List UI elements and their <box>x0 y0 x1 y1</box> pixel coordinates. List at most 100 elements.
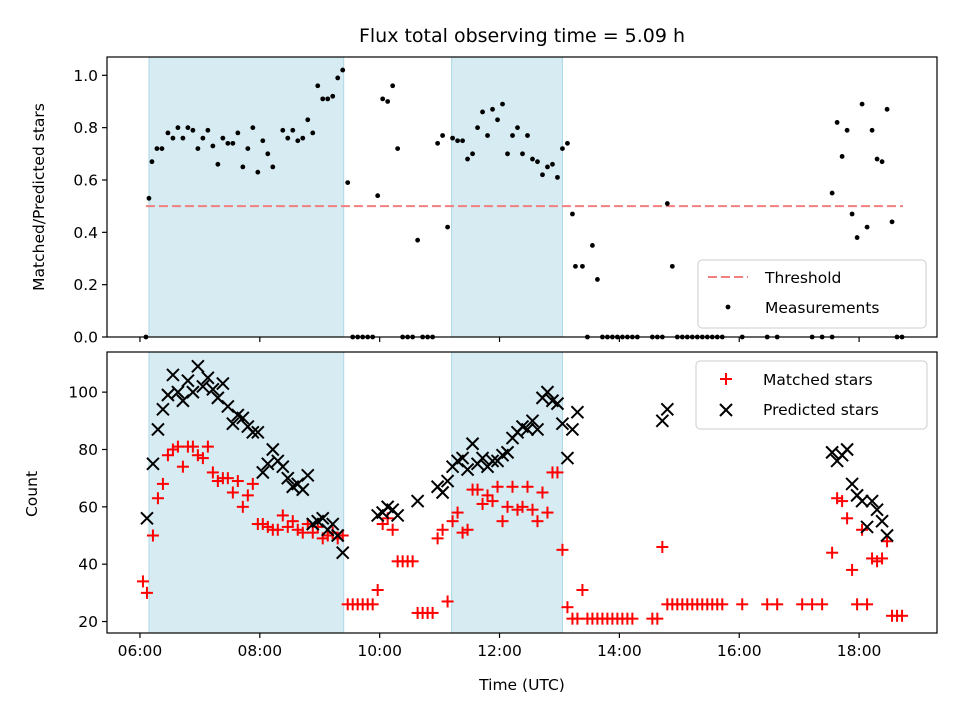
predicted-star-marker <box>336 546 350 560</box>
predicted-star-marker <box>276 459 290 474</box>
predicted-star-marker <box>390 508 405 523</box>
predicted-star-marker <box>540 385 555 399</box>
predicted-star-marker <box>146 457 160 471</box>
measurement-point <box>435 140 441 146</box>
measurement-point <box>315 83 321 89</box>
measurement-point <box>874 156 880 162</box>
measurement-point <box>270 164 276 170</box>
measurement-point <box>300 135 306 141</box>
matched-star-marker <box>471 483 484 496</box>
predicted-star-marker <box>301 468 315 483</box>
matched-star-marker <box>406 555 419 568</box>
measurement-point <box>879 159 885 165</box>
predicted-star-marker <box>266 442 280 457</box>
measurement-point <box>829 190 835 196</box>
measurement-point <box>560 146 565 151</box>
predicted-star-marker <box>865 494 879 508</box>
predicted-star-marker <box>151 422 165 437</box>
matched-star-marker <box>561 601 574 614</box>
predicted-star-marker <box>460 462 475 477</box>
matched-star-marker <box>771 598 784 611</box>
matched-star-marker <box>856 523 869 536</box>
x-tick-label: 16:00 <box>717 642 762 660</box>
predicted-star-marker <box>500 445 515 460</box>
measurement-point <box>195 146 201 151</box>
measurement-point <box>510 133 515 138</box>
measurement-point <box>235 130 241 136</box>
y-tick-label: 0.4 <box>73 224 98 242</box>
matched-star-marker <box>841 512 854 525</box>
measurement-point <box>345 180 351 186</box>
measurement-point <box>555 174 560 180</box>
matched-stars-legend-label: Matched stars <box>763 371 873 389</box>
matched-stars-legend-swatch <box>720 373 732 385</box>
predicted-star-marker <box>855 494 869 508</box>
measurement-point <box>375 193 381 199</box>
top-x-ticks <box>139 337 860 342</box>
measurement-point <box>500 101 505 107</box>
predicted-star-marker <box>140 511 154 526</box>
measurement-point <box>580 263 585 269</box>
predicted-stars-legend-label: Predicted stars <box>763 401 879 419</box>
top-legend: Threshold Measurements <box>697 259 927 329</box>
matched-star-marker <box>626 612 639 625</box>
measurement-point <box>380 96 386 102</box>
measurement-point <box>520 151 525 157</box>
measurement-point <box>159 146 165 151</box>
measurement-point <box>210 143 216 149</box>
matched-star-marker <box>196 452 209 465</box>
bottom-y-axis-label: Count <box>23 471 41 517</box>
predicted-star-marker <box>660 402 675 417</box>
predicted-star-marker <box>485 454 500 468</box>
matched-star-marker <box>491 480 504 493</box>
top-y-ticks: 0.0 0.2 0.4 0.6 0.8 1.0 <box>73 67 107 347</box>
measurement-point <box>325 96 331 102</box>
measurement-point <box>185 125 191 131</box>
measurement-point <box>250 125 256 131</box>
bottom-legend-box <box>695 360 928 430</box>
measurement-point <box>573 263 578 269</box>
measurement-point <box>460 138 465 144</box>
shaded-interval <box>451 56 563 338</box>
measurement-point <box>415 237 421 243</box>
predicted-star-marker <box>860 520 874 534</box>
measurement-point <box>220 135 226 141</box>
predicted-star-marker <box>825 445 839 460</box>
predicted-star-marker <box>296 482 310 497</box>
matched-star-marker <box>151 492 164 505</box>
matched-star-marker <box>826 546 839 559</box>
matched-star-marker <box>156 477 169 490</box>
predicted-star-marker <box>410 494 425 508</box>
matched-star-marker <box>531 515 544 528</box>
matched-star-marker <box>286 515 299 528</box>
measurement-point <box>550 161 555 167</box>
matched-star-marker <box>271 523 284 536</box>
predicted-star-marker <box>171 385 185 399</box>
measurement-point <box>495 117 500 123</box>
matched-star-marker <box>836 495 849 508</box>
measurement-point <box>190 127 196 133</box>
measurements-legend-swatch <box>725 304 731 310</box>
matched-star-marker <box>576 583 589 596</box>
predicted-star-marker <box>520 422 535 437</box>
matched-star-marker <box>476 497 489 510</box>
predicted-star-marker <box>555 416 570 431</box>
measurement-point <box>154 146 160 151</box>
measurement-point <box>310 130 316 136</box>
measurement-point <box>395 146 401 151</box>
y-tick-label: 100 <box>68 384 98 402</box>
measurement-point <box>470 151 475 157</box>
top-panel: Flux total observing time = 5.09 h 0.00.… <box>30 25 938 347</box>
predicted-star-marker <box>236 411 250 425</box>
y-tick-label: 60 <box>78 498 98 516</box>
measurement-point <box>595 277 600 282</box>
matched-star-marker <box>276 509 289 522</box>
measurement-point <box>884 106 890 112</box>
measurement-point <box>320 96 326 102</box>
measurement-point <box>590 243 595 248</box>
x-tick-label: 08:00 <box>237 642 282 660</box>
matched-star-marker <box>431 532 444 545</box>
measurement-point <box>215 161 221 167</box>
matched-star-marker <box>441 595 454 608</box>
